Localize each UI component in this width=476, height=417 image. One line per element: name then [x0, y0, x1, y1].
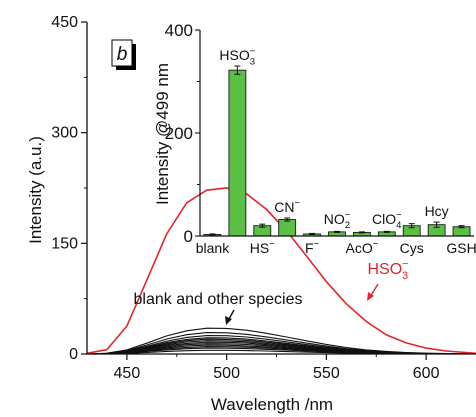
hso3-label: HSO3− — [367, 258, 408, 282]
y-tick-label: 0 — [69, 346, 78, 363]
inset-y-tick-label: 200 — [165, 124, 193, 143]
x-tick-label: 550 — [313, 365, 340, 382]
inset-bar-chart: 0 200 400 Intensity @499 nm blank HSO3− HS− CN−… — [153, 21, 476, 256]
y-tick-label: 300 — [51, 125, 78, 142]
x-tick-label: 500 — [213, 365, 240, 382]
y-tick-label: 150 — [51, 235, 78, 252]
inset-category-label: CN− — [274, 198, 300, 215]
blank-label: blank and other species — [134, 291, 303, 308]
x-tick-label: 600 — [413, 365, 440, 382]
bar — [278, 219, 297, 237]
y-tick-label: 450 — [51, 14, 78, 31]
inset-category-label: Cys — [400, 240, 424, 256]
blank-arrow — [228, 309, 235, 320]
inset-category-label: ClO4− — [372, 210, 402, 232]
inset-y-tick-label: 400 — [165, 21, 193, 40]
hso3-arrowhead — [367, 292, 374, 301]
x-tick-label: 450 — [114, 365, 141, 382]
inset-y-tick-label: 0 — [184, 227, 193, 246]
inset-category-label: AcO− — [346, 239, 379, 256]
panel-label-box — [111, 39, 133, 67]
bar — [228, 69, 247, 237]
main-axes: 0 150 300 450 450 500 550 600 Wavelength /nm Inte… — [26, 14, 476, 414]
annotations: b HSO3− blank and other species — [111, 39, 409, 325]
inset-category-label: GSH — [446, 240, 476, 256]
inset-category-label: F− — [305, 239, 320, 256]
y-axis-label: Intensity (a.u.) — [26, 136, 45, 244]
inset-y-axis-label: Intensity @499 nm — [153, 63, 172, 205]
inset-category-label: HS− — [250, 239, 275, 256]
x-axis-label: Wavelength /nm — [211, 395, 333, 414]
blank-arrowhead — [225, 316, 232, 325]
panel-label: b — [117, 44, 128, 65]
inset-category-label: HSO3− — [219, 46, 255, 68]
inset-category-label: blank — [196, 240, 230, 256]
inset-category-label: Hcy — [425, 203, 449, 219]
inset-category-label: NO2− — [324, 210, 351, 232]
